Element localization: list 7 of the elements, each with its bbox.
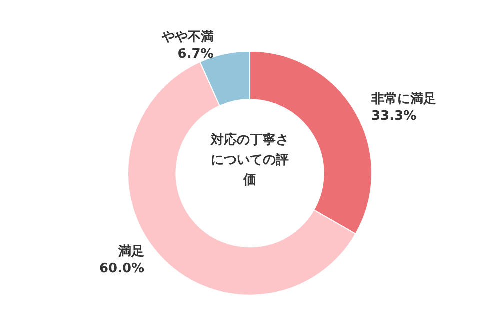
data-label: 6.7% (178, 47, 214, 62)
slice-label: 満足 (118, 244, 145, 260)
text: 対応の丁寧さについての評価 (210, 132, 289, 188)
data-label: 33.3% (372, 109, 417, 124)
slice-label: やや不満 (160, 30, 214, 46)
slice-label: 非常に満足 (370, 92, 436, 108)
data-label: 60.0% (99, 262, 145, 277)
